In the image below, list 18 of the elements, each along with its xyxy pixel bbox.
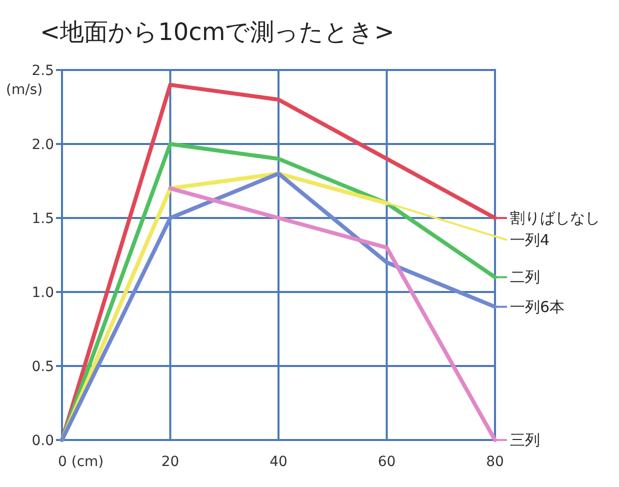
x-tick-label: 0 (cm) [58, 454, 104, 470]
legend-label: 割りばしなし [510, 209, 600, 227]
text: 一列4 [510, 231, 550, 249]
x-tick-label: 20 [161, 454, 180, 470]
y-tick-label: 1.5 [32, 211, 54, 227]
y-tick-label: 2.0 [32, 137, 54, 153]
legend-label: 一列6本 [510, 298, 565, 316]
y-tick-label: 1.0 [32, 285, 54, 301]
chart-title: <地面から10cmで測ったとき> [40, 18, 394, 46]
y-tick-label: 0.5 [32, 359, 54, 375]
x-tick-label: 60 [378, 454, 396, 470]
y-axis-title: (m/s) [6, 82, 43, 98]
y-tick-label: 0.0 [32, 433, 54, 449]
x-tick-label: 40 [270, 454, 288, 470]
y-tick-label: 2.5 [32, 63, 54, 79]
legend-label: 三列 [510, 431, 540, 449]
x-tick-label: 80 [486, 454, 504, 470]
legend-label: 二列 [510, 268, 540, 286]
